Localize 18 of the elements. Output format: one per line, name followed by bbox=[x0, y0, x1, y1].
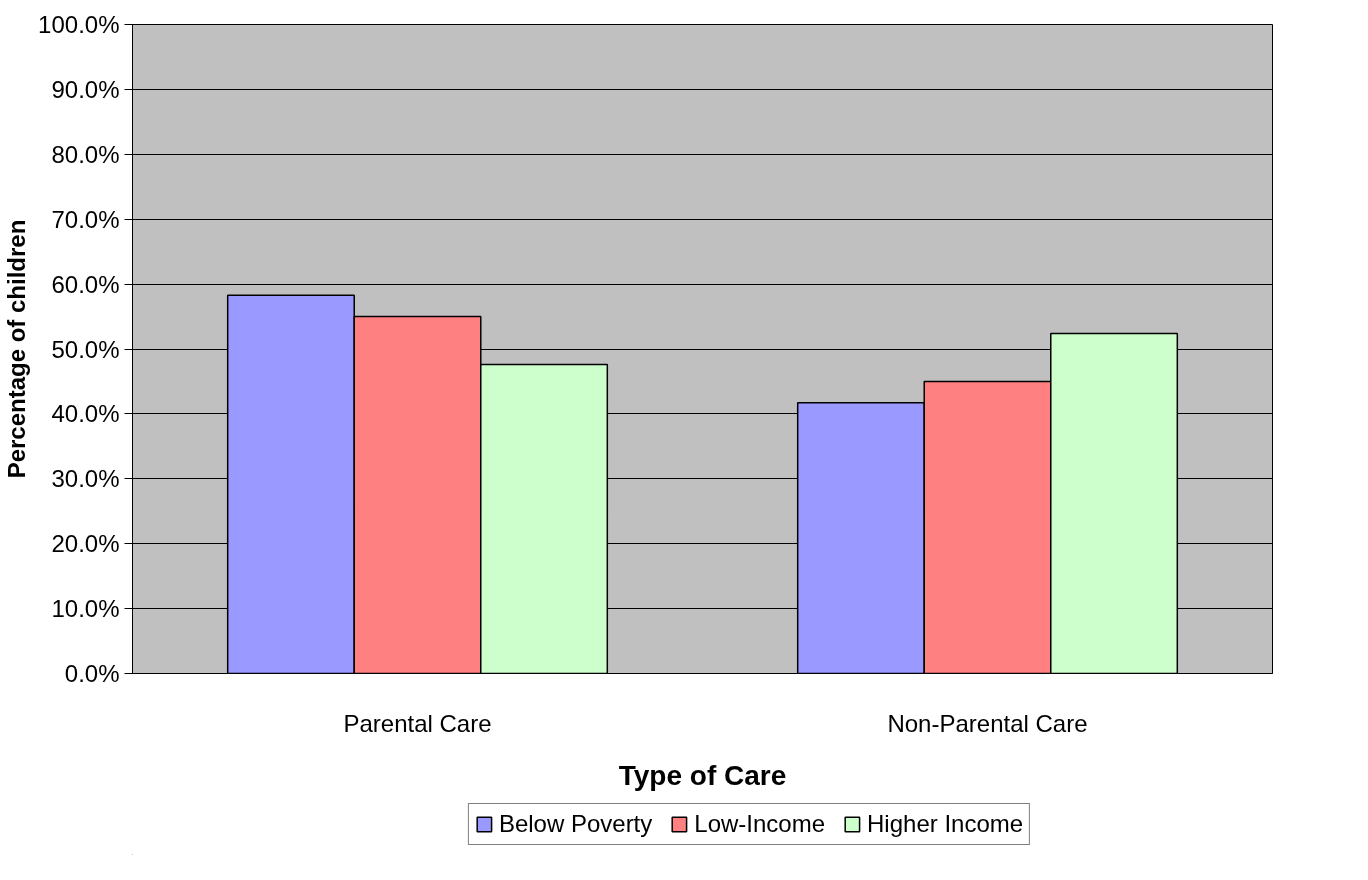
y-tick-label: 70.0% bbox=[51, 205, 120, 233]
y-tick-label: 40.0% bbox=[51, 400, 120, 428]
y-tick-label: 20.0% bbox=[51, 530, 120, 558]
legend-label: Below Poverty bbox=[498, 810, 653, 838]
x-tick-label: Parental Care bbox=[343, 709, 492, 737]
y-tick-label: 80.0% bbox=[51, 140, 120, 168]
y-tick-label: 100.0% bbox=[38, 11, 120, 38]
legend-label: Higher Income bbox=[867, 810, 1024, 838]
y-tick-label: 60.0% bbox=[51, 270, 120, 298]
legend-label: Low-Income bbox=[694, 810, 826, 838]
y-tick-label: 30.0% bbox=[51, 465, 120, 493]
y-tick-label: 10.0% bbox=[51, 595, 120, 623]
y-tick-label: 50.0% bbox=[51, 335, 120, 363]
y-axis-title: Percentage of children bbox=[3, 219, 31, 479]
x-tick-label: Non-Parental Care bbox=[887, 709, 1088, 737]
x-axis-title: Type of Care bbox=[618, 759, 787, 791]
y-tick-label: 90.0% bbox=[51, 75, 120, 103]
y-tick-label: 0.0% bbox=[64, 660, 120, 687]
